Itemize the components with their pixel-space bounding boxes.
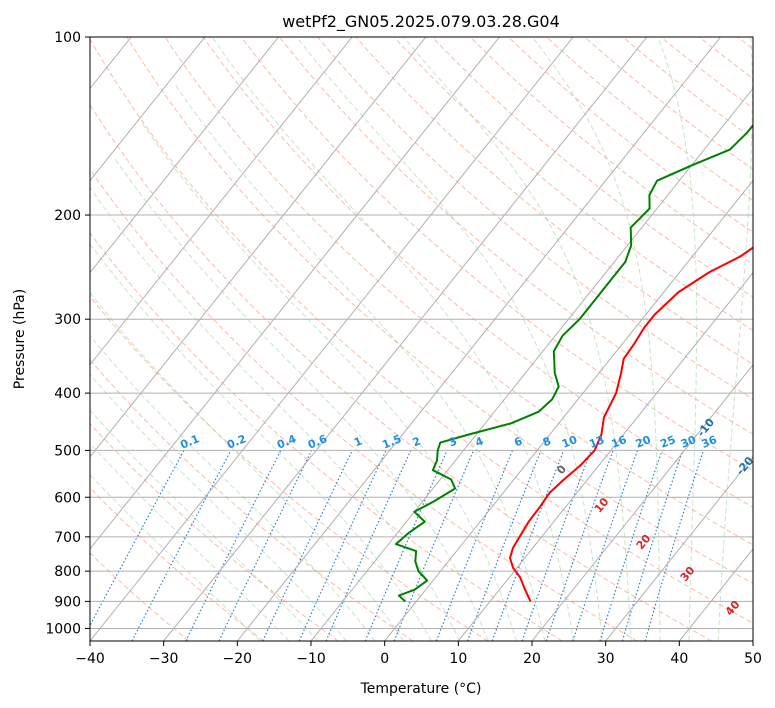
isotherm-gridline	[531, 363, 753, 641]
mixing-ratio-line	[90, 450, 185, 627]
dry-adiabat	[393, 37, 753, 332]
moist-adiabat	[296, 37, 603, 641]
dry-adiabat	[90, 422, 339, 641]
x-tick-label: −40	[75, 651, 105, 667]
isotherm-gridline	[384, 179, 753, 641]
dry-adiabat	[279, 37, 753, 436]
isotherm-gridline	[90, 37, 574, 641]
moist-adiabat	[90, 442, 290, 641]
x-tick-label: −30	[149, 651, 179, 667]
mixing-ratio-line	[262, 450, 353, 641]
moist-adiabat	[90, 373, 347, 641]
y-tick-label: 700	[54, 530, 81, 546]
dry-adiabat	[90, 232, 563, 641]
mixing-ratio-label: 8	[541, 434, 553, 449]
background-lines	[90, 37, 753, 641]
isotherm-gridline	[90, 37, 279, 274]
mixing-ratio-label: 25	[658, 433, 677, 451]
mixing-ratio-line	[393, 450, 475, 641]
isotherm-gridline	[163, 37, 648, 641]
mixing-ratio-line	[521, 450, 592, 641]
dry-adiabat	[90, 104, 712, 641]
temperature-profile	[509, 246, 753, 602]
dry-adiabat	[90, 168, 638, 641]
y-tick-label: 1000	[45, 621, 81, 637]
mixing-ratio-line	[325, 450, 412, 641]
mixing-ratio-label: 3	[447, 434, 459, 449]
x-tick-label: 50	[744, 651, 762, 667]
dewpoint-profile	[394, 123, 753, 603]
isotherm-gridline	[605, 456, 753, 641]
mixing-ratio-line	[364, 450, 448, 641]
y-axis-title: Pressure (hPa)	[12, 289, 28, 389]
x-tick-label: 0	[380, 651, 389, 667]
mixing-ratio-line	[466, 450, 542, 641]
dry-adiabat	[546, 37, 753, 202]
moist-adiabat	[90, 187, 461, 641]
y-tick-label: 900	[54, 594, 81, 610]
x-tick-label: 30	[597, 651, 615, 667]
mixing-ratio-label: 20	[634, 433, 653, 451]
dry-adiabat	[90, 38, 753, 624]
x-tick-label: −10	[296, 651, 326, 667]
moist-adiabat	[211, 37, 575, 641]
mixing-ratio-label: 1	[352, 435, 364, 450]
moist-adiabat	[717, 37, 753, 641]
chart-title: wetPf2_GN05.2025.079.03.28.G04	[282, 12, 560, 32]
mixing-ratio-label: 2	[411, 434, 423, 449]
moist-adiabat	[90, 243, 432, 641]
plot-frame	[89, 36, 754, 642]
mixing-ratio-line	[491, 450, 565, 641]
moist-adiabat	[90, 291, 404, 641]
moist-adiabat	[403, 37, 632, 641]
mixing-ratio-line	[131, 450, 232, 641]
isotherm-gridline	[90, 37, 427, 458]
mixing-ratio-line	[599, 450, 663, 641]
y-tick-label: 500	[54, 443, 81, 459]
dry-adiabat	[126, 37, 753, 585]
y-tick-label: 600	[54, 490, 81, 506]
x-tick-label: 10	[449, 651, 467, 667]
dry-adiabat	[90, 295, 488, 641]
dry-adiabat	[202, 37, 753, 508]
mixing-ratio-label: 30	[679, 433, 698, 451]
profile-series	[394, 123, 753, 603]
x-axis-title: Temperature (°C)	[360, 681, 482, 697]
x-tick-label: 40	[670, 651, 688, 667]
isotherm-gridline	[90, 37, 500, 550]
mixing-ratio-label: 10	[560, 433, 579, 451]
y-tick-label: 200	[54, 208, 81, 224]
dry-adiabat	[164, 37, 753, 546]
x-tick-label: −20	[223, 651, 253, 667]
mixing-ratio-line	[572, 450, 638, 641]
y-tick-label: 300	[54, 312, 81, 328]
x-tick-label: 20	[523, 651, 541, 667]
y-tick-label: 100	[54, 30, 81, 46]
isotherm-gridline	[90, 37, 206, 182]
mixing-ratio-label: 16	[609, 433, 628, 451]
isotherm-gridline	[236, 37, 721, 641]
dry-adiabat	[317, 37, 753, 400]
mixing-ratio-label: 13	[587, 433, 606, 451]
x-axis: −40 −30 −20 −10 0 10 20 30 40 50	[75, 641, 762, 667]
mixing-ratio-label: 36	[700, 433, 719, 451]
isotherm-gridline	[457, 271, 753, 641]
mixing-ratio-line	[435, 450, 514, 641]
moist-adiabat	[90, 335, 376, 641]
grid	[90, 37, 753, 641]
moist-adiabat	[532, 37, 661, 641]
isotherm-gridline	[310, 87, 753, 641]
dry-adiabat	[469, 37, 753, 265]
isotherm-gridline	[90, 37, 353, 366]
dry-adiabat	[90, 359, 414, 641]
dry-adiabat	[90, 487, 264, 641]
y-tick-label: 400	[54, 386, 81, 402]
plot-background	[90, 37, 753, 641]
mixing-ratio-line	[298, 450, 387, 641]
y-axis: 100 200 300 400 500 600 700 800 900 1000	[45, 30, 90, 637]
moist-adiabat	[174, 83, 546, 641]
y-tick-label: 800	[54, 564, 81, 580]
